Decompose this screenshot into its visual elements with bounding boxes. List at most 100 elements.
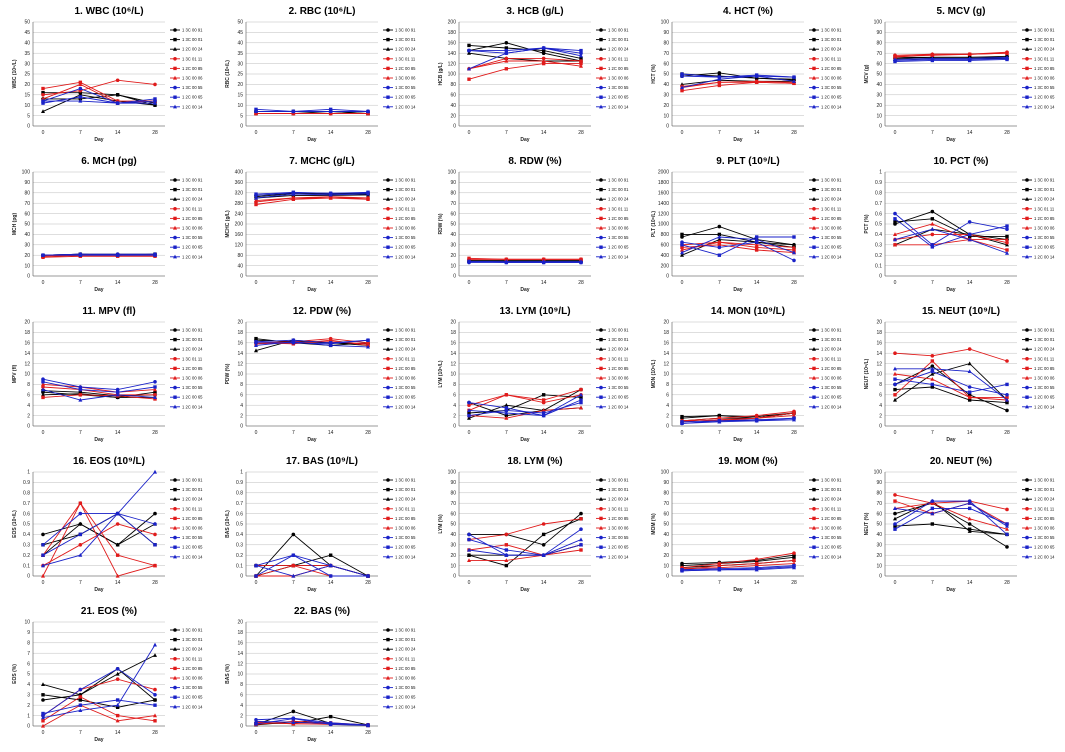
y-tick-label: 0 [240, 274, 243, 280]
data-point [291, 195, 296, 200]
legend-marker [173, 507, 177, 511]
legend-marker [386, 328, 390, 332]
legend-entry: 1 3C 00 06 [809, 526, 842, 531]
data-point [328, 563, 333, 568]
legend-label: 1 3C 00 91 [395, 28, 416, 33]
x-axis-label: Day [307, 287, 316, 293]
legend-entry: 1 2C 00 85 [383, 216, 416, 221]
series-group [467, 517, 583, 568]
legend-marker [173, 37, 177, 42]
legend-marker [599, 366, 603, 371]
chart-panel: 7. MCHC (g/L) 0 40 80 120 160 200 240 280 320 360 4… [213, 150, 426, 300]
data-point [930, 369, 935, 374]
y-tick-label: 70 [450, 201, 456, 207]
data-point [930, 359, 935, 363]
y-tick-label: 8 [666, 382, 669, 388]
x-tick-label: 0 [42, 430, 45, 436]
legend-label: 1 3C 00 01 [395, 337, 416, 342]
x-tick-label: 7 [505, 280, 508, 286]
series-line [468, 394, 582, 417]
legend-marker [812, 366, 816, 371]
data-point [717, 83, 722, 88]
data-point [680, 421, 684, 425]
x-tick-label: 0 [894, 130, 897, 136]
data-point [893, 232, 897, 236]
data-point [291, 709, 296, 714]
y-tick-label: 10 [24, 263, 30, 269]
y-tick-label: 320 [235, 191, 244, 197]
y-tick-label: 100 [874, 20, 883, 26]
data-point [893, 524, 897, 528]
legend-label: 1 2C 00 14 [1034, 104, 1055, 109]
data-point [291, 573, 296, 578]
data-point [291, 191, 296, 196]
legend-label: 1 3C 01 11 [1034, 356, 1055, 361]
legend-marker [1025, 525, 1029, 530]
x-tick-label: 0 [255, 730, 258, 736]
legend-label: 1 2C 00 65 [395, 95, 416, 100]
legend-label: 1 3C 00 55 [1034, 235, 1055, 240]
chart-panel: 3. HCB (g/L) 0 20 40 60 80 100 120 140 160 180 200 0… [426, 0, 639, 150]
y-tick-label: 10 [237, 372, 243, 378]
x-axis-label: Day [733, 437, 742, 443]
legend-entry: 1 3C 01 11 [809, 206, 842, 211]
legend-entry: 1 3C 00 01 [383, 637, 416, 642]
legend-marker [599, 516, 603, 521]
x-tick-label: 14 [328, 730, 334, 736]
y-tick-label: 10 [24, 103, 30, 109]
data-point [254, 343, 258, 347]
legend-marker [812, 395, 816, 399]
y-tick-label: 0 [27, 274, 30, 280]
legend-marker [812, 545, 816, 549]
series-group [41, 693, 157, 709]
y-axis-label: PCT (%) [864, 214, 870, 234]
x-tick-label: 28 [791, 580, 797, 586]
legend-marker [599, 28, 603, 32]
legend-label: 1 3C 00 06 [821, 526, 842, 531]
y-tick-label: 14 [237, 351, 243, 357]
legend-label: 1 3C 00 01 [821, 337, 842, 342]
legend-label: 1 3C 00 06 [395, 676, 416, 681]
legend-marker [812, 404, 816, 409]
legend-entry: 1 2C 00 14 [809, 554, 842, 559]
legend-marker [599, 487, 603, 492]
series-group [41, 98, 157, 105]
y-tick-label: 20 [663, 320, 669, 326]
legend-marker [1025, 245, 1029, 249]
legend-marker [1025, 497, 1029, 501]
legend-label: 1 2C 00 24 [821, 497, 842, 502]
x-tick-label: 7 [292, 280, 295, 286]
y-tick-label: 20 [450, 113, 456, 119]
data-point [504, 558, 509, 562]
x-tick-label: 28 [365, 730, 371, 736]
series-line [681, 236, 795, 254]
legend-marker [599, 216, 603, 221]
x-axis-label: Day [520, 587, 529, 593]
y-tick-label: 20 [663, 553, 669, 559]
y-tick-label: 2 [240, 713, 243, 719]
series-line [894, 502, 1008, 527]
legend-label: 1 2C 00 65 [608, 395, 629, 400]
y-tick-label: 100 [22, 170, 31, 176]
legend-label: 1 2C 00 24 [821, 47, 842, 52]
legend-label: 1 3C 00 55 [608, 535, 629, 540]
y-tick-label: 20 [663, 103, 669, 109]
data-point [41, 86, 45, 91]
data-point [717, 240, 722, 244]
data-point [78, 98, 83, 103]
legend-marker [173, 647, 177, 651]
series-line [468, 518, 582, 541]
data-point [328, 195, 333, 200]
y-tick-label: 160 [235, 232, 244, 238]
x-tick-label: 14 [967, 430, 973, 436]
series-group [893, 347, 1009, 363]
data-point [115, 100, 120, 105]
data-point [41, 109, 45, 114]
series-group [467, 537, 583, 557]
y-tick-label: 0.9 [875, 180, 882, 186]
chart-panel: 2. RBC (10⁶/L) 0 5 10 15 20 25 30 35 40 45 50 0 7 14 28… [213, 0, 426, 150]
legend-marker [386, 704, 390, 709]
data-point [680, 232, 684, 237]
